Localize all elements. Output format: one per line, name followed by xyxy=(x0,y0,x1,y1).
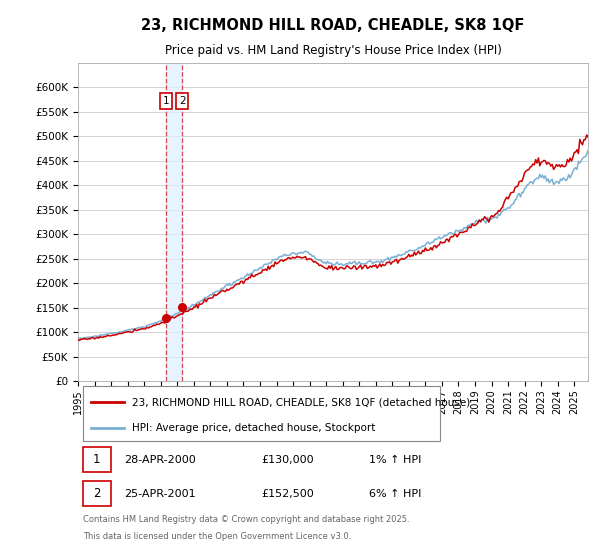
Text: HPI: Average price, detached house, Stockport: HPI: Average price, detached house, Stoc… xyxy=(131,423,375,433)
Text: 2: 2 xyxy=(93,487,101,500)
Text: Contains HM Land Registry data © Crown copyright and database right 2025.: Contains HM Land Registry data © Crown c… xyxy=(83,515,410,524)
Text: 23, RICHMOND HILL ROAD, CHEADLE, SK8 1QF: 23, RICHMOND HILL ROAD, CHEADLE, SK8 1QF xyxy=(142,18,524,32)
Text: 2: 2 xyxy=(179,96,185,106)
Text: 23, RICHMOND HILL ROAD, CHEADLE, SK8 1QF (detached house): 23, RICHMOND HILL ROAD, CHEADLE, SK8 1QF… xyxy=(131,397,470,407)
Text: 28-APR-2000: 28-APR-2000 xyxy=(124,455,196,465)
Text: 1: 1 xyxy=(93,453,101,466)
Text: 25-APR-2001: 25-APR-2001 xyxy=(124,488,196,498)
Text: 6% ↑ HPI: 6% ↑ HPI xyxy=(368,488,421,498)
Text: Price paid vs. HM Land Registry's House Price Index (HPI): Price paid vs. HM Land Registry's House … xyxy=(164,44,502,57)
Text: £130,000: £130,000 xyxy=(262,455,314,465)
Text: 1: 1 xyxy=(163,96,169,106)
Text: £152,500: £152,500 xyxy=(262,488,314,498)
FancyBboxPatch shape xyxy=(83,447,111,472)
Bar xyxy=(166,63,182,381)
FancyBboxPatch shape xyxy=(83,386,440,441)
Text: This data is licensed under the Open Government Licence v3.0.: This data is licensed under the Open Gov… xyxy=(83,532,352,541)
Text: 1% ↑ HPI: 1% ↑ HPI xyxy=(368,455,421,465)
FancyBboxPatch shape xyxy=(83,481,111,506)
